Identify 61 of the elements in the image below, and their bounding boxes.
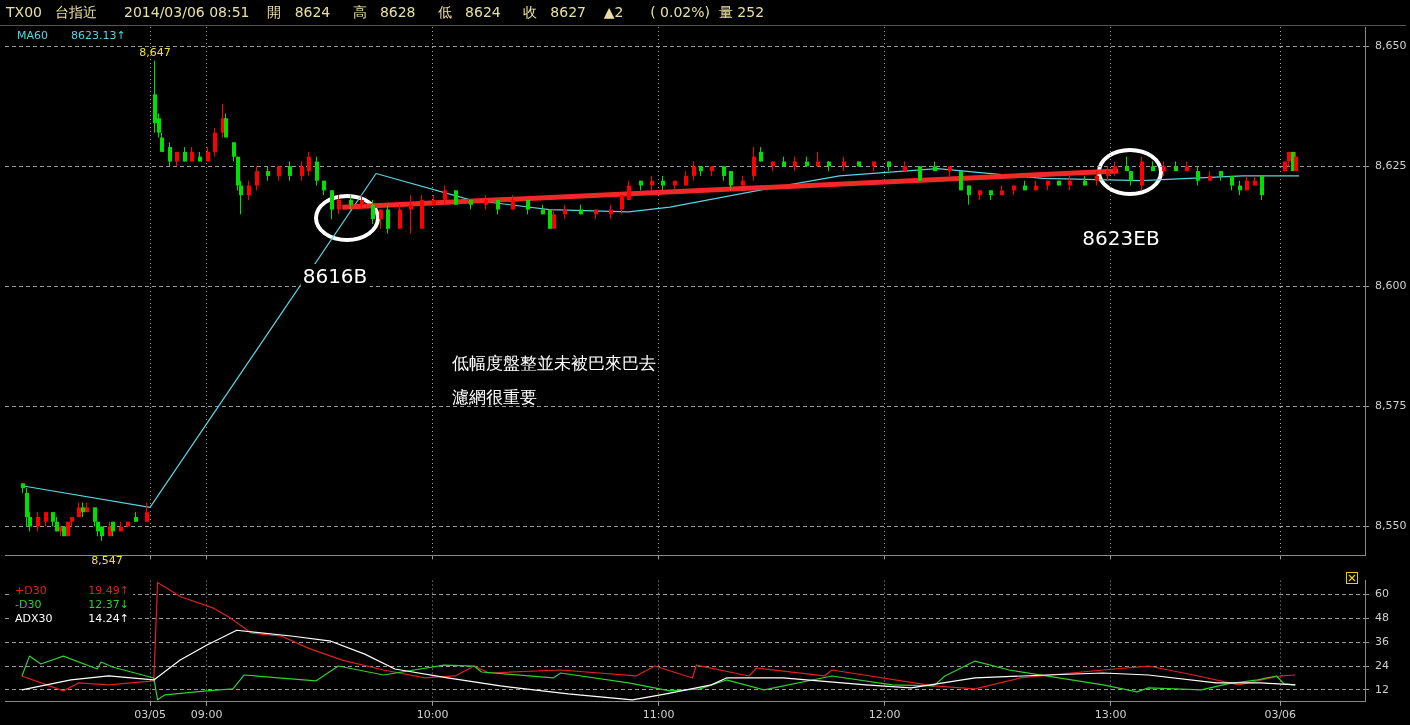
y-tick-label: 8,550: [1375, 519, 1407, 533]
x-tick-label: 11:00: [642, 708, 675, 722]
candlestick: [224, 112, 228, 138]
annotation: 12.37↓: [88, 597, 129, 611]
candlestick: [36, 511, 40, 532]
annotation: 19.49↑: [88, 583, 129, 597]
candlestick: [93, 506, 97, 528]
text: -D30: [15, 597, 42, 611]
candlestick: [752, 146, 756, 182]
y-tick-label: 8,600: [1375, 279, 1407, 293]
y-tick-label: 48: [1375, 611, 1389, 625]
text: +D30: [15, 583, 47, 597]
candlestick: [620, 194, 624, 215]
text: ADX30: [15, 611, 53, 625]
x-tick-label: 03/05: [134, 708, 166, 722]
annotation: 低幅度盤整並未被巴來巴去: [452, 352, 656, 375]
candlestick: [307, 151, 311, 177]
annotation: 8616B: [300, 264, 370, 288]
y-tick-label: 60: [1375, 587, 1389, 601]
candlestick: [160, 132, 164, 153]
candlestick: [692, 161, 696, 182]
annotation: 8,547: [91, 553, 123, 567]
candlestick: [168, 141, 172, 167]
y-tick-label: 8,625: [1375, 159, 1407, 173]
candlestick: [255, 165, 259, 191]
candlestick: [232, 141, 236, 162]
annotation: 14.24↑: [88, 611, 129, 625]
candlestick: [627, 180, 631, 201]
x-tick-label: 10:00: [416, 708, 449, 722]
x-tick-label: 09:00: [190, 708, 223, 722]
y-tick-label: 36: [1375, 635, 1389, 649]
y-tick-label: 8,575: [1375, 399, 1407, 413]
candlestick: [1196, 165, 1200, 187]
candlestick: [552, 209, 556, 230]
y-tick-label: 12: [1375, 682, 1389, 696]
candlestick: [409, 194, 413, 235]
x-tick-label: 13:00: [1094, 708, 1127, 722]
annotation: 8623.13↑: [71, 29, 126, 43]
candlestick: [443, 185, 447, 206]
candlestick: [288, 161, 292, 182]
candlestick: [330, 189, 334, 220]
text: MA60: [17, 29, 49, 43]
y-tick-label: 8,650: [1375, 39, 1407, 53]
candlestick: [1260, 175, 1264, 201]
candlestick: [371, 199, 375, 225]
candlestick: [145, 502, 149, 523]
annotation: 8623EB: [1080, 226, 1162, 250]
x-tick-label: 12:00: [868, 708, 901, 722]
annotation: 濾網很重要: [452, 386, 537, 409]
candlestick: [386, 204, 390, 235]
candlestick: [729, 170, 733, 191]
candlestick: [337, 194, 341, 215]
x-tick-label: 03/06: [1264, 708, 1297, 722]
annotation: 8,647: [139, 45, 171, 59]
candlestick: [247, 180, 251, 201]
candlestick: [300, 161, 304, 182]
y-tick-label: 24: [1375, 658, 1389, 672]
candlestick: [315, 156, 319, 187]
candlestick: [398, 204, 402, 230]
candlestick: [213, 127, 217, 158]
chart-title: TX00 台指近 2014/03/06 08:51 開 8624 高 8628 低 8624 收 8627 ▲2 ( 0.02%) 量 252: [0, 0, 1406, 26]
